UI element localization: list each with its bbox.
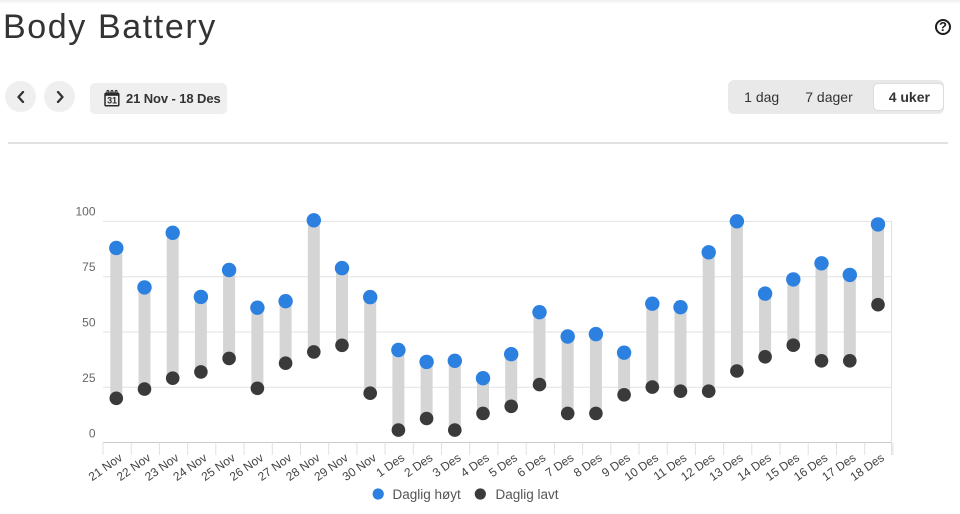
- svg-text:Daglig lavt: Daglig lavt: [496, 487, 559, 502]
- svg-text:8 Des: 8 Des: [571, 450, 605, 479]
- svg-text:7 Des: 7 Des: [543, 450, 577, 479]
- svg-text:5 Des: 5 Des: [486, 450, 520, 479]
- svg-text:3 Des: 3 Des: [430, 450, 464, 479]
- svg-text:Daglig høyt: Daglig høyt: [393, 487, 462, 502]
- svg-text:50: 50: [82, 316, 96, 330]
- svg-text:75: 75: [82, 260, 96, 274]
- svg-text:31: 31: [107, 95, 117, 105]
- svg-text:2 Des: 2 Des: [402, 450, 436, 479]
- svg-text:25: 25: [82, 371, 96, 385]
- svg-text:4 Des: 4 Des: [458, 450, 492, 479]
- svg-text:6 Des: 6 Des: [515, 450, 549, 479]
- svg-text:100: 100: [75, 205, 95, 219]
- svg-text:0: 0: [89, 427, 96, 441]
- svg-text:1 Des: 1 Des: [373, 450, 407, 479]
